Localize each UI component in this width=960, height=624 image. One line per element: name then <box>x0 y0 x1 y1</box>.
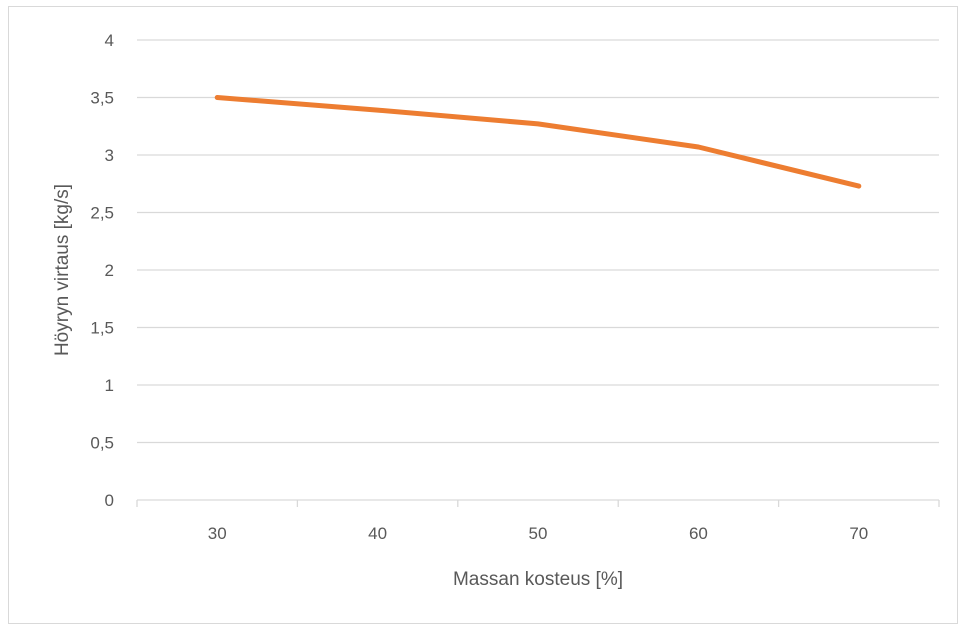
chart-frame <box>8 6 958 624</box>
x-tick-label: 40 <box>368 524 387 543</box>
y-tick-label: 2,5 <box>90 204 114 223</box>
y-axis-tick-labels: 0 0,5 1 1,5 2 2,5 3 3,5 4 <box>90 31 114 510</box>
y-tick-label: 3 <box>105 146 114 165</box>
y-tick-label: 3,5 <box>90 89 114 108</box>
x-tick-label: 50 <box>529 524 548 543</box>
series-line <box>214 95 862 189</box>
x-axis-title: Massan kosteus [%] <box>453 569 623 590</box>
x-axis-ticks <box>136 500 940 507</box>
y-tick-label: 2 <box>105 261 114 280</box>
y-tick-label: 1,5 <box>90 319 114 338</box>
x-tick-label: 60 <box>689 524 708 543</box>
x-tick-label: 70 <box>849 524 868 543</box>
y-axis-title: Höyryn virtaus [kg/s] <box>52 184 73 356</box>
y-tick-label: 0 <box>105 491 114 510</box>
x-tick-label: 30 <box>208 524 227 543</box>
y-tick-label: 1 <box>105 376 114 395</box>
gridlines <box>137 39 939 444</box>
y-tick-label: 4 <box>105 31 114 50</box>
y-tick-label: 0,5 <box>90 434 114 453</box>
x-axis-tick-labels: 30 40 50 60 70 <box>208 524 869 543</box>
